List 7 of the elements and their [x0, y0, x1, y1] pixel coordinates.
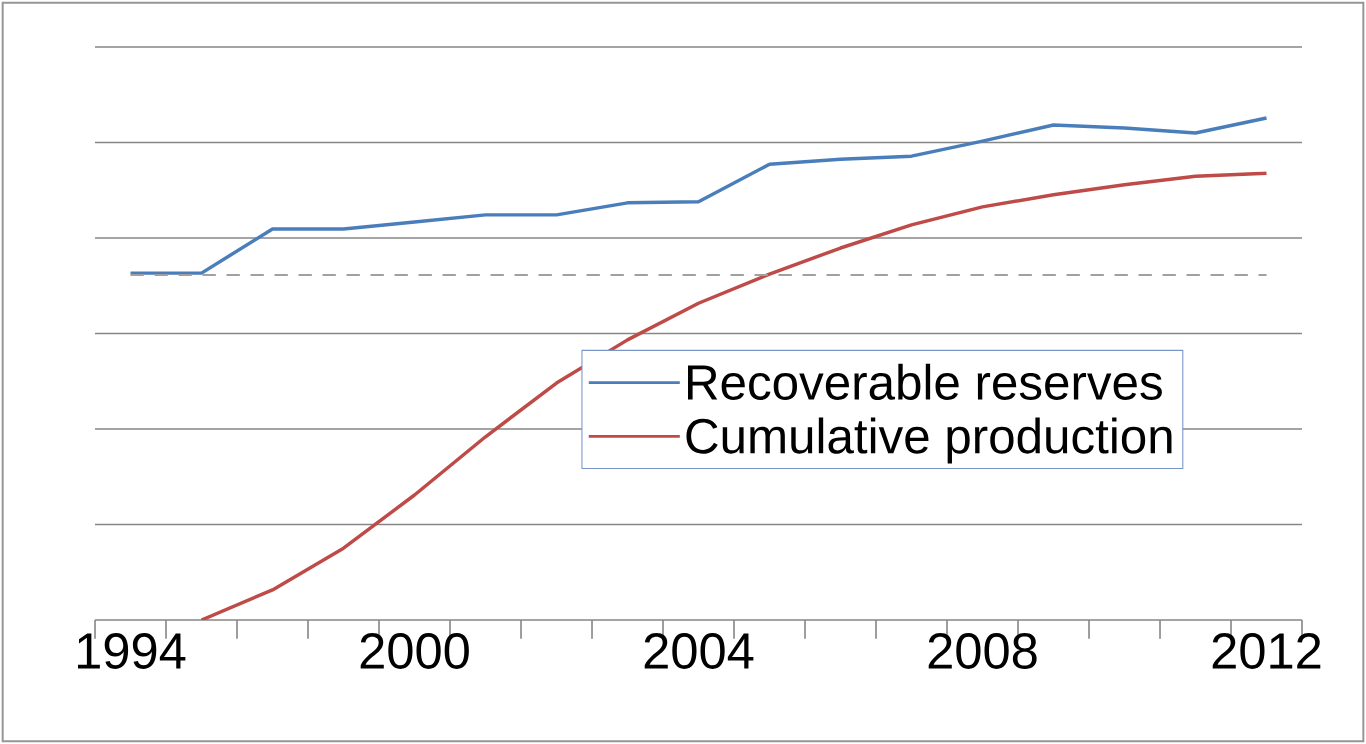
x-tick-label: 1994: [78, 633, 186, 669]
x-tick-label: 2008: [928, 633, 1037, 669]
legend-label: Cumulative production: [686, 417, 1172, 464]
x-tick-label: 2012: [1212, 633, 1321, 669]
legend-label: Recoverable reserves: [688, 363, 1162, 400]
x-tick-label: 2004: [644, 633, 754, 669]
x-tick-label: 2000: [360, 633, 469, 669]
